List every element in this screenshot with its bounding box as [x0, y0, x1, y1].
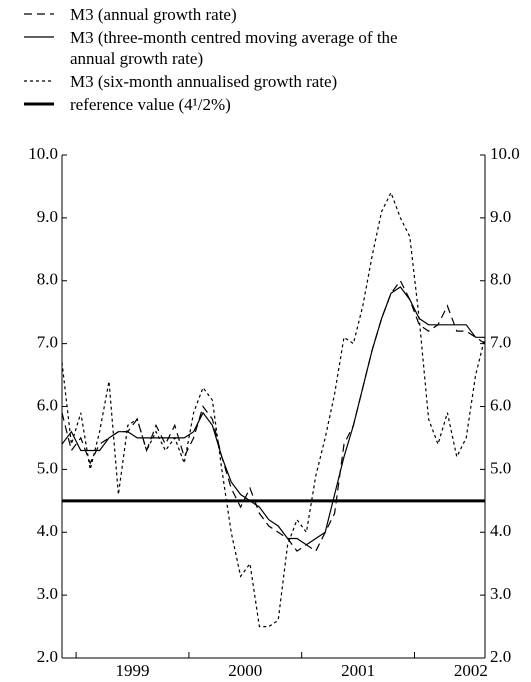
y-tick-label: 5.0: [37, 458, 58, 477]
y-tick-label: 6.0: [37, 395, 58, 414]
x-tick-label: 2002: [454, 661, 488, 680]
y-tick-label: 2.0: [37, 647, 58, 666]
y2-tick-label: 4.0: [490, 521, 511, 540]
y2-tick-label: 8.0: [490, 270, 511, 289]
y-tick-label: 9.0: [37, 207, 58, 226]
y2-tick-label: 10.0: [490, 144, 520, 163]
series-line: [61, 191, 486, 628]
y2-tick-label: 7.0: [490, 333, 511, 352]
y-tick-label: 7.0: [37, 333, 58, 352]
legend-label: reference value (4¹/2%): [70, 95, 231, 114]
legend-swatch: [24, 80, 54, 82]
y2-tick-label: 3.0: [490, 584, 511, 603]
y-tick-label: 8.0: [37, 270, 58, 289]
legend-label: M3 (six-month annualised growth rate): [70, 72, 338, 91]
x-tick-label: 2000: [228, 661, 262, 680]
legend-entry: M3 (annual growth rate): [22, 4, 492, 25]
y2-tick-label: 5.0: [490, 458, 511, 477]
x-tick-label: 1999: [116, 661, 150, 680]
y-tick-label: 10.0: [28, 144, 58, 163]
legend-swatch: [24, 102, 54, 106]
y-tick-label: 4.0: [37, 521, 58, 540]
x-tick-label: 2001: [341, 661, 375, 680]
legend-label: M3 (annual growth rate): [70, 5, 237, 24]
legend-entry: M3 (three-month centred moving average o…: [22, 27, 492, 69]
y2-tick-label: 2.0: [490, 647, 511, 666]
series-line: [61, 279, 486, 552]
legend-swatch: [24, 36, 54, 38]
legend-entry: reference value (4¹/2%): [22, 94, 492, 115]
y-tick-label: 3.0: [37, 584, 58, 603]
y2-tick-label: 6.0: [490, 395, 511, 414]
legend: M3 (annual growth rate) M3 (three-month c…: [22, 4, 492, 117]
legend-label: M3 (three-month centred moving average o…: [70, 28, 398, 68]
series-line: [61, 286, 485, 546]
legend-entry: M3 (six-month annualised growth rate): [22, 71, 492, 92]
y2-tick-label: 9.0: [490, 207, 511, 226]
legend-swatch: [24, 13, 54, 15]
